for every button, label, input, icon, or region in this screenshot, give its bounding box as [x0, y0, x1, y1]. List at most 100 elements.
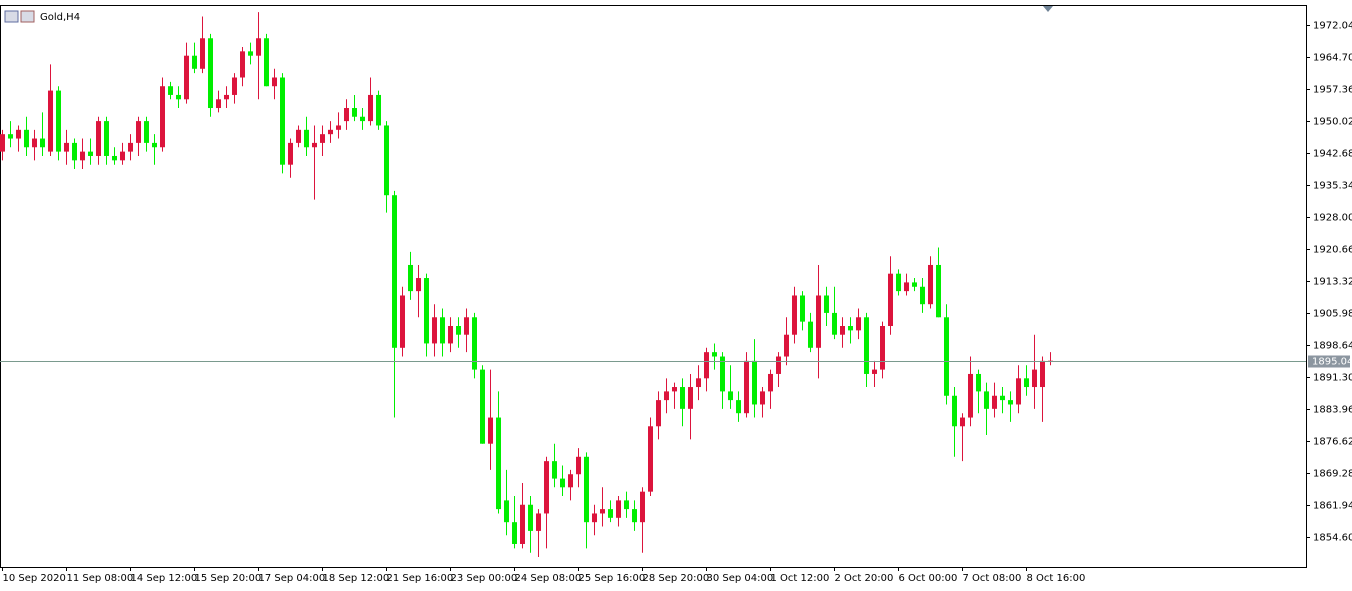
candle-body [728, 391, 733, 401]
candle-body [904, 282, 909, 292]
candle-body [208, 38, 213, 109]
candle-body [960, 417, 965, 427]
candle-body [96, 121, 101, 156]
candle-body [32, 138, 37, 148]
y-tick-label: 1861.94 [1313, 501, 1352, 512]
candle-body [800, 295, 805, 322]
y-tick-label: 1950.02 [1313, 117, 1352, 128]
candle-body [304, 129, 309, 148]
candle-body [176, 94, 181, 100]
candle-body [1016, 378, 1021, 405]
x-tick-label: 10 Sep 2020 [3, 573, 66, 584]
plot-frame [0, 5, 1307, 568]
candle-body [344, 108, 349, 122]
x-tick-label: 15 Sep 20:00 [195, 573, 262, 584]
candle-body [312, 142, 317, 148]
candle-body [744, 360, 749, 414]
candle-body [568, 474, 573, 488]
candle-body [768, 373, 773, 392]
candle-body [720, 356, 725, 392]
candle-body [672, 387, 677, 392]
candle-body [128, 142, 133, 152]
candle-body [48, 90, 53, 152]
y-tick-label: 1957.36 [1313, 85, 1352, 96]
candle-body [536, 513, 541, 531]
candle-body [712, 352, 717, 357]
candle-body [408, 264, 413, 292]
candle-body [984, 391, 989, 409]
y-tick-label: 1942.68 [1313, 149, 1352, 160]
candle-body [560, 478, 565, 488]
candle-body [840, 325, 845, 335]
candle-body [448, 325, 453, 344]
candle-body [856, 317, 861, 331]
x-tick-label: 30 Sep 04:00 [707, 573, 774, 584]
candle-body [936, 264, 941, 318]
candle-body [976, 373, 981, 392]
shift-marker[interactable] [1043, 6, 1053, 12]
candle-body [24, 129, 29, 148]
candle-body [968, 373, 973, 418]
y-tick-label: 1935.34 [1313, 181, 1352, 192]
candle-body [528, 504, 533, 531]
candle-body [136, 121, 141, 143]
candle-body [112, 155, 117, 161]
candle-body [376, 94, 381, 126]
candle-body [616, 500, 621, 518]
candle-body [152, 142, 157, 148]
candle-body [424, 278, 429, 344]
candle-body [120, 151, 125, 161]
candle-body [80, 151, 85, 161]
candle-body [952, 395, 957, 427]
candle-body [704, 352, 709, 379]
candle-body [848, 325, 853, 331]
candle-body [624, 500, 629, 510]
y-tick-label: 1920.66 [1313, 245, 1352, 256]
candle-body [480, 369, 485, 444]
y-tick-label: 1869.28 [1313, 469, 1352, 480]
candle-body [1008, 400, 1013, 405]
candle-body [8, 134, 13, 139]
x-tick-label: 11 Sep 08:00 [67, 573, 134, 584]
candle-body [288, 142, 293, 165]
candle-body [232, 77, 237, 95]
candle-body [1040, 360, 1045, 388]
candle-body [520, 504, 525, 544]
candle-body [864, 317, 869, 374]
candle-body [16, 129, 21, 139]
candle-body [680, 387, 685, 409]
candle-body [240, 51, 245, 78]
x-tick-label: 18 Sep 12:00 [323, 573, 390, 584]
candle-body [824, 295, 829, 313]
candle-body [696, 378, 701, 388]
candle-body [592, 513, 597, 523]
candle-body [664, 391, 669, 401]
y-tick-label: 1898.64 [1313, 341, 1352, 352]
candle-body [688, 387, 693, 409]
candle-body [200, 38, 205, 69]
candle-body [632, 509, 637, 523]
candle-body [1032, 369, 1037, 388]
y-tick-label: 1972.04 [1313, 21, 1352, 32]
x-tick-label: 17 Sep 04:00 [259, 573, 326, 584]
candle-body [104, 121, 109, 156]
candle-body [1024, 378, 1029, 388]
candle-body [872, 369, 877, 374]
candle-body [336, 125, 341, 130]
x-tick-label: 7 Oct 08:00 [963, 573, 1022, 584]
y-tick-label: 1891.30 [1313, 373, 1352, 384]
candle-body [88, 151, 93, 156]
last-price-box [1308, 355, 1350, 368]
candle-body [760, 391, 765, 405]
candle-body [72, 142, 77, 161]
candle-body [352, 108, 357, 117]
y-tick-label: 1876.62 [1313, 437, 1352, 448]
candle-body [368, 94, 373, 122]
candle-body [776, 356, 781, 374]
x-tick-label: 25 Sep 16:00 [579, 573, 646, 584]
candle-body [648, 426, 653, 492]
y-tick-label: 1964.70 [1313, 53, 1352, 64]
candle-body [400, 295, 405, 348]
candle-body [392, 195, 397, 348]
